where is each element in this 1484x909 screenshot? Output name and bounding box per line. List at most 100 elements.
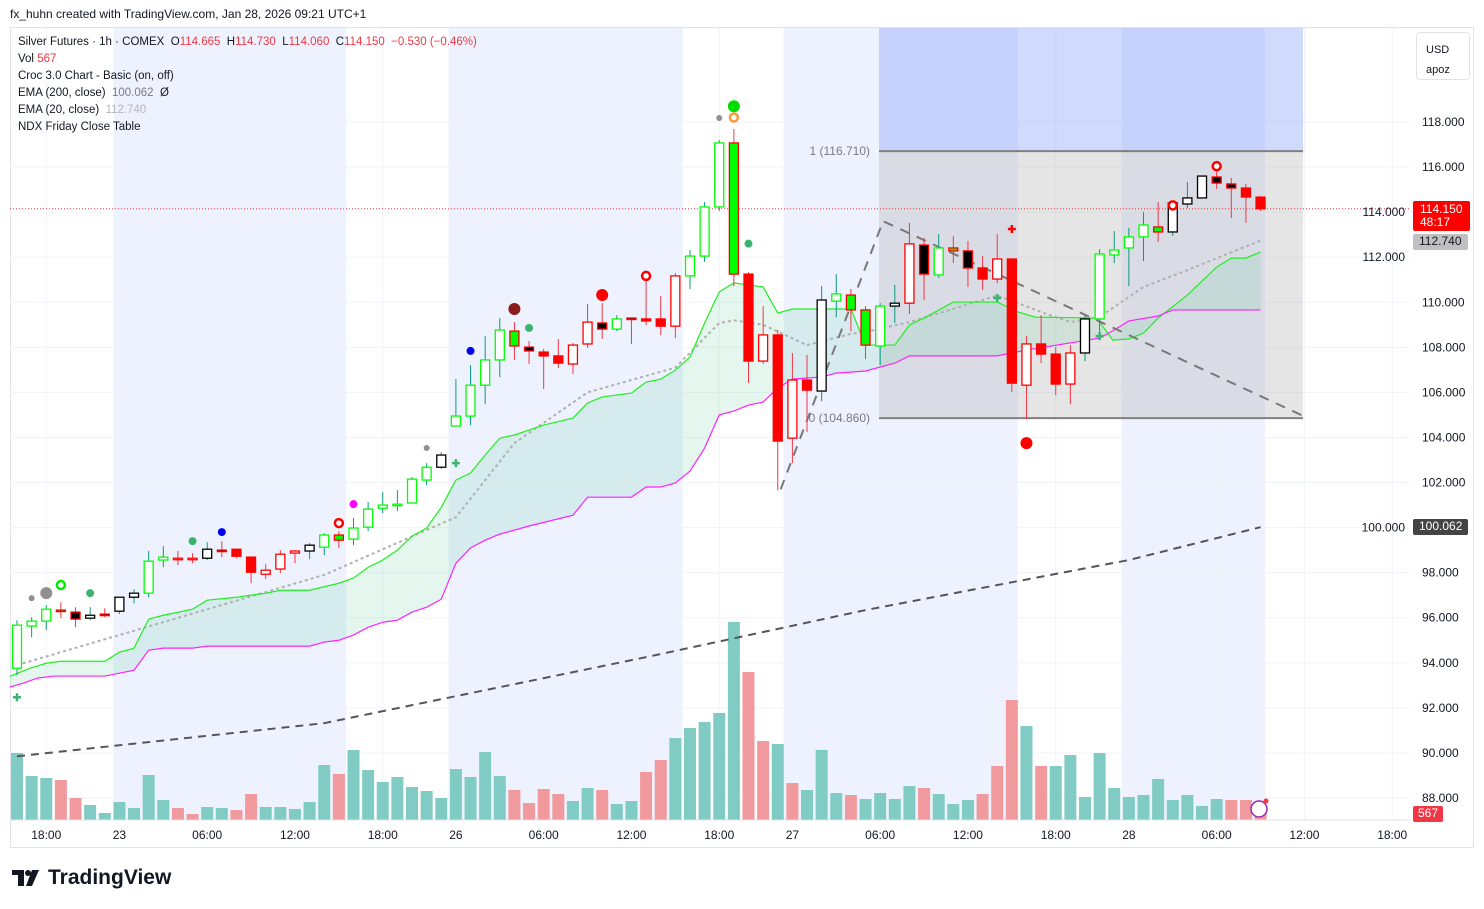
candle-body	[362, 508, 374, 528]
candle-body	[655, 318, 666, 327]
signal-ring-icon	[640, 270, 652, 282]
time-tick-label: 28	[1122, 828, 1136, 842]
volume-bar	[1108, 788, 1121, 820]
candle-body	[684, 255, 696, 277]
volume-tag: 567	[1413, 806, 1444, 822]
time-tick-label: 18:00	[1377, 828, 1407, 842]
candle-body	[801, 379, 813, 391]
volume-bar	[391, 777, 404, 820]
volume-bar	[844, 795, 857, 820]
volume-bar	[420, 791, 433, 820]
candle-body	[728, 142, 740, 275]
candle-body	[875, 305, 886, 347]
volume-bar	[654, 760, 667, 820]
volume-bar	[742, 672, 755, 820]
volume-bar	[128, 808, 141, 820]
indicator-ema20[interactable]: EMA (20, close) 112.740	[18, 102, 477, 119]
volume-value: 567	[37, 53, 57, 65]
candle-body	[1079, 318, 1091, 354]
volume-bar	[903, 786, 916, 820]
volume-bar	[757, 741, 770, 820]
volume-bar	[625, 801, 638, 820]
session-band	[1121, 28, 1265, 820]
candle-body	[465, 384, 476, 417]
ema200-price-tag: 100.062	[1413, 519, 1469, 535]
high-label: H	[226, 36, 236, 48]
volume-bar	[640, 772, 653, 820]
volume-bar	[669, 738, 682, 820]
volume-bar	[1225, 800, 1238, 820]
time-tick-label: 26	[449, 828, 463, 842]
volume-bar	[1064, 755, 1077, 820]
volume-bar	[40, 778, 53, 820]
candle-body	[904, 243, 915, 304]
scale-mode-label[interactable]: apoz	[1426, 64, 1450, 76]
candle-body	[319, 534, 330, 548]
volume-bar	[332, 774, 345, 820]
candle-body	[333, 534, 345, 541]
candle-body	[597, 322, 608, 330]
candle-body	[582, 321, 593, 345]
volume-bar	[186, 814, 199, 820]
session-band	[783, 28, 1018, 820]
candle-body	[1109, 249, 1120, 256]
symbol-row[interactable]: Silver Futures · 1h · COMEX O114.665 H11…	[18, 34, 477, 51]
time-tick-label: 12:00	[1289, 828, 1319, 842]
candle-body	[1226, 183, 1237, 189]
indicator-croc[interactable]: Croc 3.0 Chart - Basic (on, off)	[18, 70, 174, 82]
volume-bar	[1035, 766, 1048, 820]
candle-body	[377, 504, 388, 509]
alert-badge-icon	[1263, 798, 1269, 804]
currency-label[interactable]: USD	[1426, 44, 1450, 56]
candle-body	[640, 318, 652, 322]
candle-body	[1050, 353, 1061, 385]
volume-bar	[1239, 800, 1252, 820]
high-value: 114.730	[235, 36, 276, 48]
indicator-ndx-table[interactable]: NDX Friday Close Table	[18, 121, 141, 133]
candle-body	[114, 596, 125, 612]
signal-plus-icon	[1095, 332, 1104, 341]
volume-bar	[435, 798, 448, 820]
volume-bar	[493, 776, 506, 820]
volume-bar	[288, 809, 301, 820]
signal-dot-icon	[716, 114, 723, 121]
candle-body	[1035, 343, 1047, 355]
symbol-name[interactable]: Silver Futures · 1h · COMEX	[18, 36, 165, 48]
bar-countdown: 48:17	[1420, 215, 1451, 229]
volume-bar	[245, 794, 258, 820]
volume-bar	[786, 783, 799, 820]
volume-bar	[976, 794, 989, 820]
indicator-ema200[interactable]: EMA (200, close) 100.062 Ø	[18, 85, 477, 102]
candle-body	[1255, 196, 1266, 210]
candle-body	[289, 550, 301, 554]
price-tick-label: 96.000	[1422, 611, 1459, 625]
price-tick-label: 92.000	[1422, 701, 1459, 715]
tradingview-logo-icon	[12, 869, 42, 887]
volume-bar	[1122, 797, 1135, 820]
candle-body	[772, 334, 783, 442]
currency-box[interactable]: USD apoz	[1416, 32, 1470, 80]
tradingview-logo[interactable]: TradingView	[12, 866, 171, 890]
volume-bar	[713, 713, 726, 820]
volume-bar	[698, 722, 711, 820]
volume-bar	[1005, 700, 1018, 820]
close-value: 114.150	[344, 36, 385, 48]
volume-row[interactable]: Vol 567	[18, 51, 477, 68]
signal-dot-icon	[525, 323, 534, 332]
fib-level-1-label: 1 (116.710)	[810, 144, 871, 158]
ema20-price-tag: 112.740	[1413, 234, 1468, 250]
candle-body	[714, 142, 725, 208]
signal-ring-icon	[333, 517, 345, 529]
candle-body	[26, 620, 37, 627]
range-zone	[879, 151, 1303, 419]
candle-body	[1240, 187, 1252, 198]
ema20-value: 112.740	[105, 104, 147, 116]
fib-level-0-label: 0 (104.860)	[809, 411, 870, 425]
target-zone	[879, 28, 1303, 152]
last-price: 114.150	[1420, 202, 1463, 216]
candle-body	[992, 258, 1003, 280]
time-tick-label: 06:00	[865, 828, 895, 842]
signal-dot-icon	[727, 100, 740, 113]
candle-body	[304, 544, 315, 552]
